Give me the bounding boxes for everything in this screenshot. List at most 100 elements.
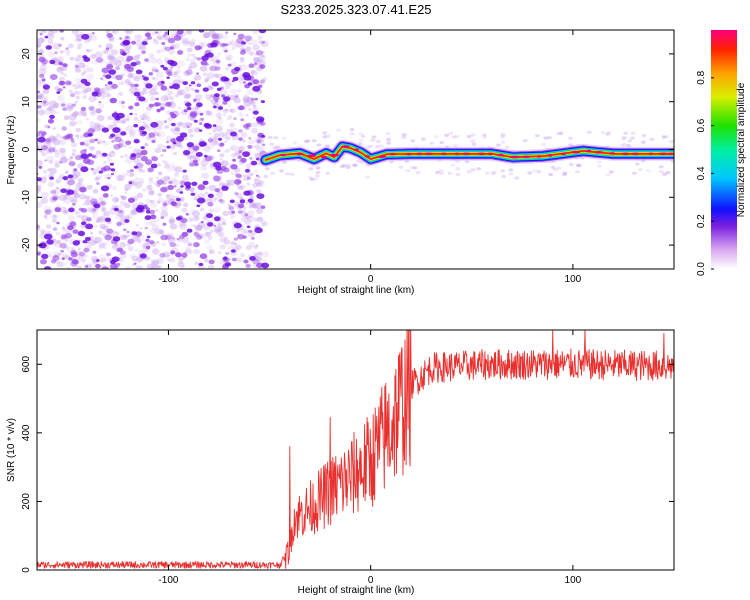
signal-core (487, 152, 493, 156)
noise-speck (62, 176, 69, 181)
noise-speck (103, 84, 111, 91)
noise-speck (234, 95, 239, 98)
noise-speck (236, 193, 243, 199)
noise-speck (193, 119, 198, 123)
noise-speck (60, 72, 64, 75)
halo-speck (368, 144, 373, 148)
noise-speck (79, 251, 86, 257)
noise-speck (62, 107, 67, 111)
noise-speck (224, 84, 231, 90)
halo-speck (514, 176, 520, 180)
spectrogram-y-axis-title: Frequency (Hz) (6, 116, 17, 185)
noise-speck (248, 201, 257, 208)
noise-speck (66, 105, 74, 112)
noise-speck (189, 112, 197, 118)
spectrogram-y-tick-label: 20 (21, 48, 32, 60)
halo-speck (341, 164, 347, 168)
snr-y-axis-title: SNR (10 * v/v) (6, 418, 17, 482)
noise-speck (124, 235, 128, 239)
noise-speck (175, 252, 182, 258)
noise-speck (142, 90, 147, 95)
noise-speck (118, 81, 123, 86)
halo-speck (659, 170, 664, 174)
noise-speck (232, 76, 239, 81)
noise-speck (37, 90, 41, 94)
noise-speck (59, 139, 66, 146)
signal-core (560, 152, 567, 156)
noise-speck (138, 96, 146, 102)
halo-speck (576, 163, 582, 168)
noise-speck (142, 111, 150, 118)
halo-speck (273, 136, 279, 140)
noise-speck (72, 30, 79, 35)
halo-speck (484, 171, 490, 175)
noise-speck (111, 244, 119, 250)
snr-y-tick-label: 600 (21, 356, 32, 373)
noise-speck (121, 209, 125, 213)
noise-speck (75, 95, 80, 100)
halo-speck (438, 169, 444, 173)
noise-speck (37, 82, 41, 88)
noise-speck (134, 182, 143, 189)
noise-speck (101, 266, 109, 269)
noise-speck (220, 160, 229, 167)
noise-speck (37, 133, 41, 137)
noise-speck (89, 34, 98, 41)
noise-speck (157, 184, 161, 188)
halo-speck (308, 167, 314, 171)
noise-speck (112, 127, 121, 133)
noise-speck (196, 57, 202, 61)
noise-speck (74, 57, 80, 62)
noise-speck (229, 39, 237, 46)
halo-speck (622, 136, 627, 140)
noise-speck (55, 231, 61, 236)
halo-speck (316, 143, 322, 147)
noise-speck (100, 205, 106, 211)
noise-speck (72, 192, 80, 199)
noise-speck (74, 210, 79, 215)
noise-speck (47, 126, 51, 129)
noise-speck (133, 139, 140, 144)
noise-speck (260, 54, 265, 58)
noise-speck (187, 249, 193, 255)
noise-speck (218, 116, 223, 120)
noise-speck (77, 43, 83, 48)
noise-speck (177, 89, 186, 96)
noise-speck (37, 118, 41, 122)
noise-speck (173, 172, 179, 177)
noise-speck (193, 242, 200, 248)
noise-speck (99, 215, 106, 222)
noise-speck (82, 64, 89, 70)
noise-speck (230, 212, 237, 218)
noise-speck (146, 263, 155, 269)
noise-speck (149, 96, 156, 102)
halo-speck (600, 130, 606, 134)
noise-speck (43, 215, 48, 219)
halo-speck (527, 171, 533, 175)
signal-core (307, 154, 317, 158)
noise-speck (169, 46, 174, 50)
noise-speck (128, 105, 134, 110)
noise-speck (95, 57, 103, 63)
halo-speck (496, 143, 501, 147)
noise-speck (189, 61, 198, 69)
noise-speck (150, 199, 156, 204)
noise-speck (62, 210, 69, 215)
noise-speck (183, 109, 188, 113)
noise-speck (198, 262, 204, 267)
noise-speck (58, 43, 62, 47)
noise-speck (97, 248, 101, 251)
noise-speck (257, 137, 265, 144)
noise-speck (124, 44, 132, 51)
noise-speck (139, 168, 144, 172)
halo-speck (439, 171, 445, 175)
halo-speck (562, 173, 567, 177)
noise-speck (159, 106, 165, 111)
halo-speck (444, 133, 449, 137)
noise-speck (219, 217, 226, 224)
noise-speck (56, 91, 61, 94)
noise-speck (58, 88, 63, 92)
noise-speck (163, 145, 167, 149)
noise-speck (176, 75, 182, 80)
noise-speck (156, 49, 161, 54)
